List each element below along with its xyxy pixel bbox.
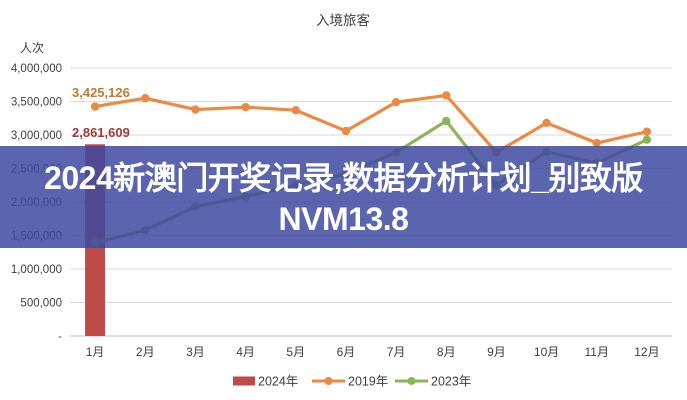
data-label-2019-jan: 3,425,126 [72, 85, 130, 100]
x-tick-label: 2月 [136, 345, 155, 359]
point-2019年 [592, 138, 601, 148]
point-2019年 [341, 126, 351, 136]
y-tick-label: 500,000 [20, 298, 62, 310]
point-2019年 [542, 118, 551, 128]
point-2019年 [191, 105, 200, 114]
line-2019年 [93, 93, 649, 155]
point-2019年 [442, 91, 451, 100]
point-2023年 [642, 135, 652, 144]
x-tick-label: 12月 [634, 345, 659, 359]
y-tick-label: - [58, 331, 62, 343]
legend-marker-2019年 [324, 377, 333, 385]
legend-label-2019年: 2019年 [348, 375, 388, 389]
y-axis-unit-label: 人次 [20, 41, 44, 55]
x-tick-label: 9月 [487, 345, 506, 359]
point-2019年 [642, 127, 652, 136]
y-tick-label: 4,000,000 [11, 63, 62, 75]
legend-marker-2023年 [407, 377, 416, 385]
point-2019年 [391, 97, 401, 107]
y-tick-label: 1,000,000 [11, 264, 62, 276]
x-tick-label: 8月 [437, 345, 456, 359]
point-2019年 [90, 102, 100, 111]
x-tick-label: 3月 [186, 345, 205, 359]
legend-label-2024年: 2024年 [258, 375, 298, 389]
x-tick-label: 11月 [585, 345, 609, 359]
point-2019年 [141, 93, 150, 103]
point-2019年 [241, 102, 250, 112]
x-tick-label: 6月 [337, 345, 356, 359]
point-2019年 [291, 106, 300, 115]
legend-label-2023年: 2023年 [431, 375, 471, 389]
legend-swatch-2024年 [233, 376, 255, 386]
x-tick-label: 4月 [236, 345, 255, 359]
promo-overlay-banner: 2024新澳门开奖记录,数据分析计划_别致版 NVM13.8 [0, 146, 687, 248]
x-tick-label: 10月 [534, 345, 559, 359]
x-tick-label: 7月 [387, 345, 406, 359]
x-tick-label: 5月 [286, 345, 305, 359]
chart-title: 入境旅客 [316, 12, 370, 28]
y-tick-label: 3,000,000 [11, 130, 62, 142]
overlay-text-line1: 2024新澳门开奖记录,数据分析计划_别致版 [44, 160, 643, 196]
point-2023年 [442, 116, 451, 126]
x-tick-label: 1月 [86, 345, 105, 359]
data-label-2024-jan: 2,861,609 [72, 125, 130, 140]
overlay-text-line2: NVM13.8 [278, 201, 409, 237]
y-tick-label: 3,500,000 [11, 97, 62, 109]
